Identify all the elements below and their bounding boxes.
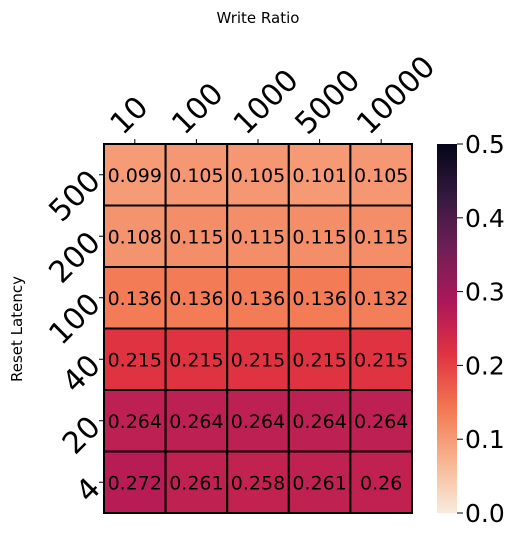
heatmap-cell	[164, 327, 229, 391]
cell-value-label: 0.261	[292, 472, 346, 494]
cell-value-label: 0.115	[231, 226, 285, 248]
heatmap-cell	[164, 143, 229, 207]
heatmap-cell	[164, 450, 229, 514]
cell-value-label: 0.115	[169, 226, 223, 248]
y-tick-label: 20	[56, 410, 108, 462]
heatmap-cell	[349, 450, 413, 514]
cell-value-label: 0.264	[231, 411, 285, 433]
heatmap-cell	[226, 204, 290, 268]
cell-value-label: 0.136	[169, 288, 223, 310]
x-axis-title: Write Ratio	[217, 9, 300, 27]
y-tick-label: 4	[69, 471, 107, 509]
heatmap-cell	[226, 389, 290, 453]
colorbar-tick-label: 0.1	[465, 425, 505, 454]
cell-value-label: 0.136	[108, 288, 162, 310]
heatmap-cell	[164, 389, 229, 453]
x-tick-label: 10000	[350, 49, 442, 141]
colorbar-tick-label: 0.5	[465, 130, 505, 159]
heatmap-cell	[287, 266, 352, 330]
y-axis-title: Reset Latency	[8, 276, 26, 382]
colorbar-gradient	[437, 144, 457, 513]
cell-value-label: 0.105	[169, 165, 223, 187]
cell-value-label: 0.108	[108, 226, 162, 248]
cell-value-label: 0.215	[354, 349, 408, 371]
colorbar: 0.0 0.1 0.2 0.3 0.4 0.5	[437, 130, 505, 528]
cell-value-label: 0.136	[231, 288, 285, 310]
x-tick-label: 5000	[289, 63, 368, 142]
y-tick-label: 500	[42, 164, 107, 229]
heatmap-cell	[287, 327, 352, 391]
heatmap-cell	[287, 450, 352, 514]
cell-value-label: 0.215	[231, 349, 285, 371]
cell-value-label: 0.215	[169, 349, 223, 371]
cell-value-label: 0.261	[169, 472, 223, 494]
colorbar-tick-label: 0.0	[465, 499, 505, 528]
y-tick-label: 100	[42, 287, 107, 352]
cell-value-label: 0.258	[231, 472, 285, 494]
heatmap-cell	[349, 327, 413, 391]
cell-value-label: 0.215	[108, 349, 162, 371]
y-tick-label: 40	[56, 348, 108, 400]
heatmap-cell	[349, 204, 413, 268]
x-tick-label: 1000	[227, 63, 306, 142]
y-tick-label: 200	[42, 225, 107, 290]
x-tick-label: 10	[104, 90, 156, 142]
cell-value-label: 0.105	[354, 165, 408, 187]
x-tick-label: 100	[165, 76, 230, 141]
cell-value-label: 0.132	[354, 288, 408, 310]
colorbar-tick-label: 0.2	[465, 351, 505, 380]
cell-value-label: 0.272	[108, 472, 162, 494]
cell-value-label: 0.264	[354, 411, 408, 433]
cell-value-label: 0.215	[292, 349, 346, 371]
heatmap-cell	[226, 450, 290, 514]
cell-value-label: 0.26	[360, 472, 402, 494]
cell-value-label: 0.264	[292, 411, 346, 433]
cell-value-label: 0.264	[169, 411, 223, 433]
cell-value-label: 0.115	[354, 226, 408, 248]
cell-value-label: 0.136	[292, 288, 346, 310]
heatmap-cells: 0.099 0.105 0.105 0.101 0.105 0.108 0.115 0.115…	[103, 143, 413, 514]
cell-value-label: 0.101	[292, 165, 346, 187]
cell-value-label: 0.105	[231, 165, 285, 187]
cell-value-label: 0.264	[108, 411, 162, 433]
cell-value-label: 0.115	[292, 226, 346, 248]
colorbar-tick-label: 0.3	[465, 278, 505, 307]
heatmap-cell	[164, 266, 229, 330]
colorbar-tick-label: 0.4	[465, 204, 505, 233]
cell-value-label: 0.099	[108, 165, 162, 187]
